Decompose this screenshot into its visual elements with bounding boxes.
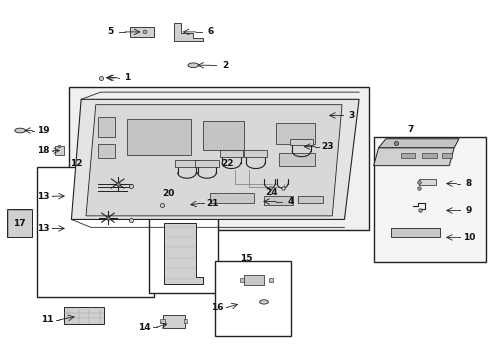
Bar [289,139,313,145]
Bar [219,150,243,157]
Bar [163,315,184,328]
Text: 21: 21 [206,199,219,208]
Text: 3: 3 [348,111,354,120]
Text: 14: 14 [138,323,150,332]
Bar [441,153,451,158]
Text: 5: 5 [107,27,113,36]
Bar [64,307,104,324]
Text: 22: 22 [221,159,233,168]
Bar [264,196,293,205]
Text: 1: 1 [124,73,130,82]
Bar [203,121,244,149]
Ellipse shape [187,63,198,68]
Ellipse shape [15,128,25,133]
Bar [130,27,154,37]
Bar [159,319,164,323]
Polygon shape [86,105,341,216]
Text: 10: 10 [462,233,474,242]
Text: 20: 20 [163,189,175,198]
Text: 8: 8 [465,179,471,188]
Text: 18: 18 [37,146,49,155]
Bar [244,150,267,157]
Text: 7: 7 [407,125,413,134]
Text: 23: 23 [321,142,333,151]
Bar [210,193,254,203]
Bar [37,167,154,297]
Polygon shape [163,223,203,284]
Bar [175,160,198,167]
Bar [69,87,368,230]
Bar [276,123,315,144]
Bar [195,160,218,167]
Ellipse shape [259,300,268,304]
Text: 6: 6 [207,27,213,36]
Polygon shape [173,23,203,41]
Text: 9: 9 [465,206,471,215]
Text: 17: 17 [13,219,25,228]
Bar [373,137,485,262]
Polygon shape [378,139,458,148]
Bar [400,153,414,158]
Bar [418,179,435,185]
Bar [127,119,190,155]
Bar [6,209,32,237]
Text: 16: 16 [211,303,224,312]
Text: 12: 12 [70,159,82,168]
Text: 15: 15 [239,254,252,263]
Bar [298,196,322,203]
Bar [390,228,439,237]
Bar [98,144,115,158]
Bar [98,117,115,137]
Bar [244,275,264,285]
Text: 4: 4 [287,197,293,206]
Text: 24: 24 [264,188,277,197]
Bar [215,261,290,336]
Text: 13: 13 [37,224,49,233]
Bar [149,196,217,293]
Polygon shape [71,99,358,220]
Bar [422,153,436,158]
Text: 2: 2 [222,61,228,70]
Text: 13: 13 [37,192,49,201]
Ellipse shape [143,30,147,34]
Bar [239,278,243,282]
Bar [55,146,63,155]
Polygon shape [373,148,453,166]
Bar [278,153,315,166]
Bar [268,278,272,282]
Text: 11: 11 [41,315,53,324]
Text: 19: 19 [37,126,49,135]
Bar [183,319,187,323]
